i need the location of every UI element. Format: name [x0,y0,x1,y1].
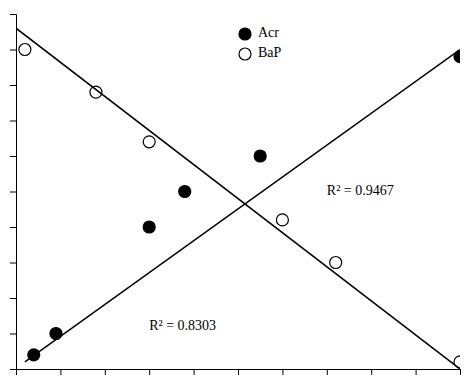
point [276,214,288,226]
tick-mark [10,156,16,157]
tick [282,369,283,375]
legend-symbol [239,28,251,40]
point [19,44,31,56]
tick-mark [105,369,106,375]
tick [10,227,16,228]
tick-mark [10,369,16,370]
tick-mark [460,369,461,375]
legend-label: BaP [258,45,282,60]
tick [460,369,461,375]
x-axis-line [17,370,461,376]
point [143,221,155,233]
tick [10,156,16,157]
annotation: R² = 0.9467 [327,183,394,198]
tick [10,85,16,86]
tick [10,298,16,299]
tick-mark [10,85,16,86]
tick [238,369,239,375]
point [254,150,266,162]
tick-mark [10,50,16,51]
tick-mark [10,298,16,299]
tick [105,369,106,375]
tick-mark [371,369,372,375]
tick-mark [10,227,16,228]
tick-mark [60,369,61,375]
tick [60,369,61,375]
tick [194,369,195,375]
tick [10,263,16,264]
tick-mark [10,121,16,122]
series [28,51,460,361]
chart: R² = 0.9467 R² = 0.8303 Acr BaP [0,0,474,385]
tick [10,121,16,122]
tick-mark [327,369,328,375]
plot-area [16,28,460,369]
legend-label: Acr [258,25,279,40]
tick [10,192,16,193]
tick [10,50,16,51]
tick [10,369,16,370]
tick-mark [238,369,239,375]
regression-line [16,28,460,369]
tick [327,369,328,375]
tick [371,369,372,375]
tick [149,369,150,375]
tick-mark [416,369,417,375]
tick-mark [10,14,16,15]
tick [10,334,16,335]
regression-line [25,50,460,362]
annotation: R² = 0.8303 [149,318,216,333]
point [50,328,62,340]
y-axis-line [10,15,17,370]
tick-mark [194,369,195,375]
series [19,44,460,368]
tick-mark [10,334,16,335]
legend: Acr BaP [239,25,282,60]
point [143,136,155,148]
point [179,186,191,198]
legend-symbol [239,48,251,60]
x-axis [17,369,461,375]
tick [416,369,417,375]
tick-mark [10,192,16,193]
tick-mark [149,369,150,375]
tick-mark [10,263,16,264]
tick-mark [282,369,283,375]
y-axis [10,15,17,370]
tick [10,14,16,15]
point [330,257,342,269]
